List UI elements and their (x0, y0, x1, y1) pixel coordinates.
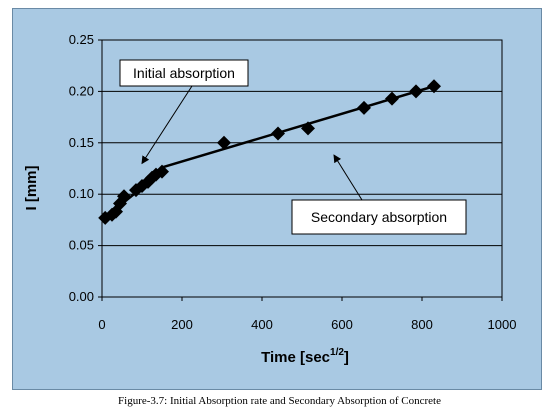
data-point (271, 126, 285, 141)
x-tick-label: 400 (251, 317, 273, 332)
x-axis-title-main: Time [sec (261, 349, 330, 366)
annotation-arrow-initial (141, 85, 193, 165)
x-tick-label: 200 (171, 317, 193, 332)
x-tick-label: 600 (331, 317, 353, 332)
y-tick-label: 0.20 (69, 83, 94, 98)
data-point (409, 84, 423, 99)
annotation-box-initial (119, 59, 249, 87)
y-tick-label: 0.05 (69, 238, 94, 253)
y-tick-label: 0.15 (69, 135, 94, 150)
y-tick-label: 0.10 (69, 186, 94, 201)
data-point (155, 164, 169, 179)
annotations: Initial absorption Secondary absorption (119, 59, 467, 235)
plot-area (101, 39, 503, 298)
data-point (117, 189, 131, 204)
chart-frame (12, 8, 542, 390)
y-axis-title: I [mm] (23, 165, 40, 210)
data-point (427, 79, 441, 94)
x-tick-label: 1000 (488, 317, 517, 332)
data-point (217, 135, 231, 150)
y-tick-label: 0.25 (69, 32, 94, 47)
data-point (385, 91, 399, 106)
x-axis-title: Time [sec1/2] (261, 347, 349, 366)
annotation-label-secondary: Secondary absorption (311, 209, 447, 225)
annotation-label-initial: Initial absorption (133, 65, 235, 81)
x-tick-label: 0 (98, 317, 105, 332)
x-axis-title-exponent: 1/2 (330, 347, 344, 358)
tick-labels: 0.00 0.05 0.10 0.15 0.20 0.25 0 200 400 600 800 100… (69, 32, 517, 332)
x-tick-label: 800 (411, 317, 433, 332)
data-points (98, 79, 441, 225)
data-point (301, 121, 315, 136)
data-point (357, 100, 371, 115)
x-axis-title-suffix: ] (344, 349, 349, 366)
figure-caption: Figure-3.7: Initial Absorption rate and … (118, 395, 441, 407)
y-tick-label: 0.00 (69, 289, 94, 304)
annotation-box-secondary (291, 199, 467, 235)
annotation-arrow-secondary (333, 154, 363, 201)
